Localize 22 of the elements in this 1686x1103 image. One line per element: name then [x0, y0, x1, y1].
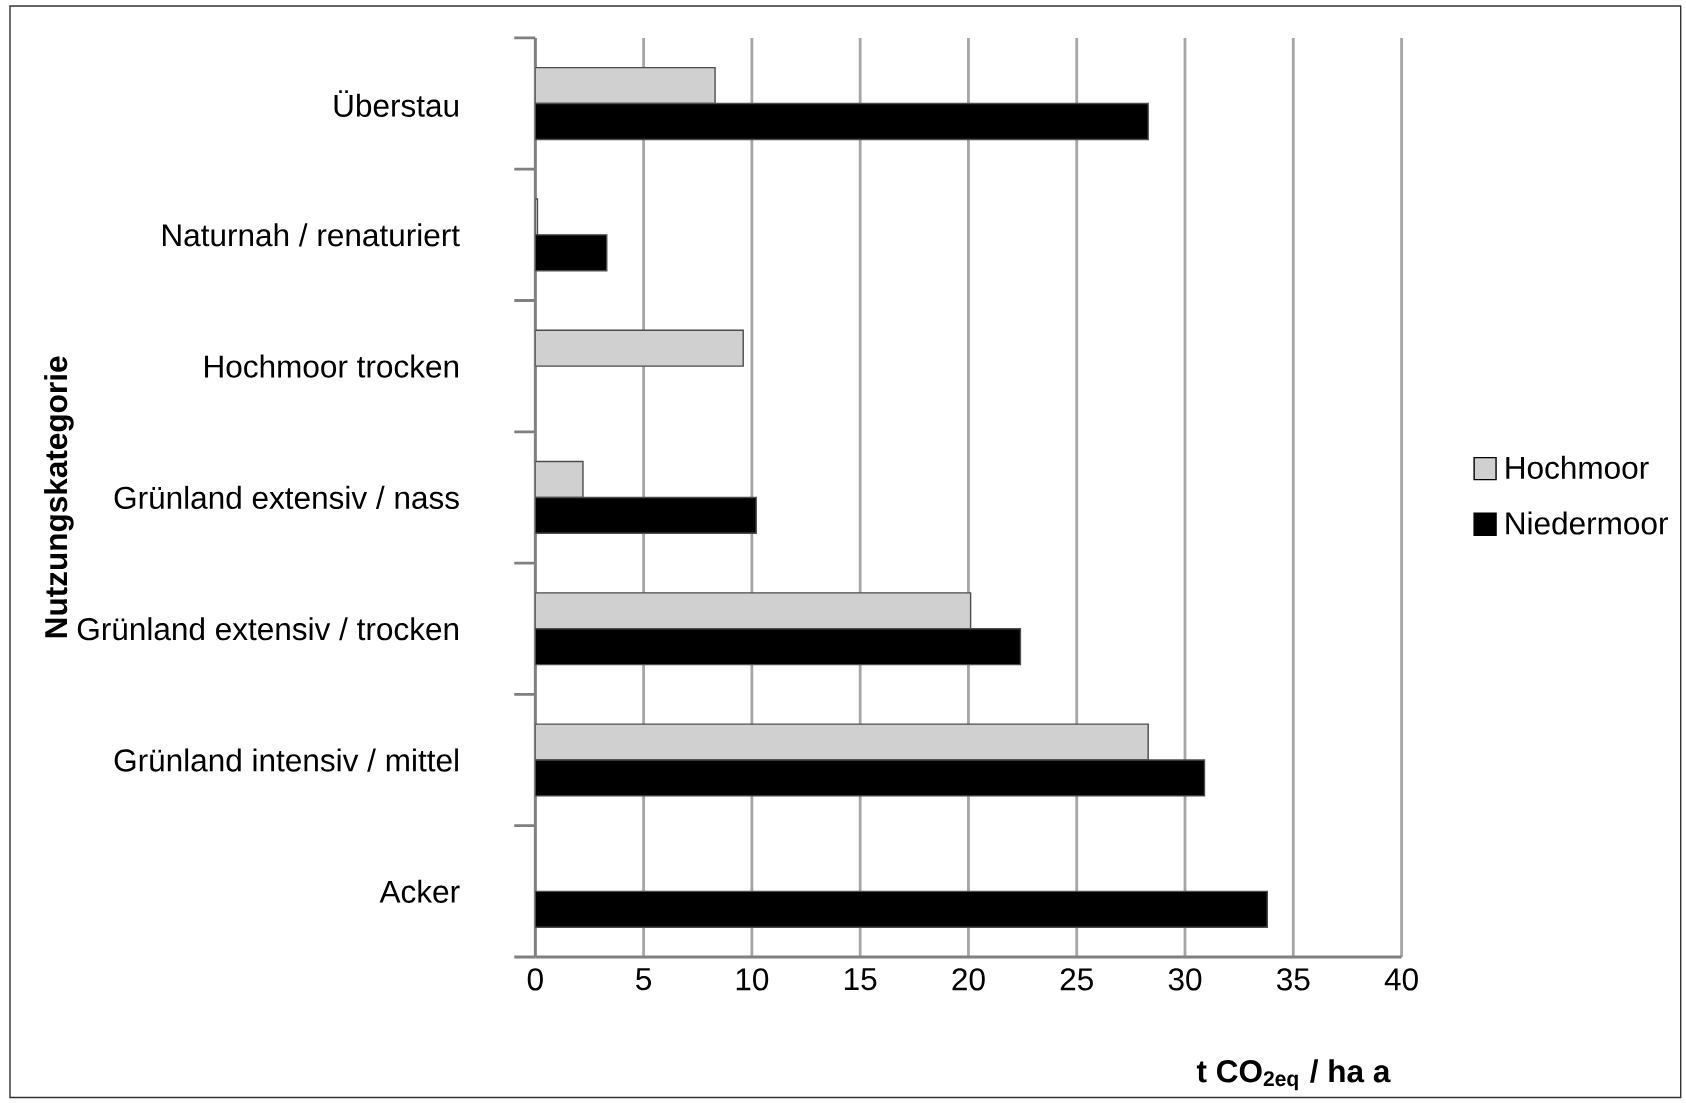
y-axis-title: Nutzungskategorie [44, 356, 74, 638]
y-tick-label: Grünland intensiv / mittel [114, 748, 458, 772]
y-tick-label: Grünland extensiv / trocken [77, 617, 459, 641]
x-tick-label: 0 [527, 968, 543, 991]
x-tick-label: 20 [952, 968, 985, 991]
x-tick-label: 35 [1276, 968, 1310, 991]
y-tick-label: Acker [379, 879, 460, 904]
x-tick-label: 15 [845, 968, 877, 991]
y-tick-label: Hochmoor trocken [205, 354, 458, 378]
bar [535, 329, 744, 368]
x-tick-label: 40 [1384, 968, 1418, 991]
x-tick-label: 5 [636, 968, 652, 991]
y-tick-label: Überstau [334, 90, 458, 118]
bar [535, 890, 1268, 929]
x-tick-label: 10 [736, 968, 769, 991]
y-tick-label: Grünland extensiv / nass [114, 486, 459, 510]
x-tick-label: 30 [1168, 968, 1202, 991]
legend-label: Hochmoor [1506, 456, 1649, 480]
x-axis-title: t CO$_{2eq}$ / ha a [1196, 1059, 1391, 1091]
x-tick-label: 25 [1060, 968, 1093, 991]
legend-label: Niedermoor [1506, 511, 1668, 535]
y-tick-label: Naturnah / renaturiert [162, 223, 460, 247]
